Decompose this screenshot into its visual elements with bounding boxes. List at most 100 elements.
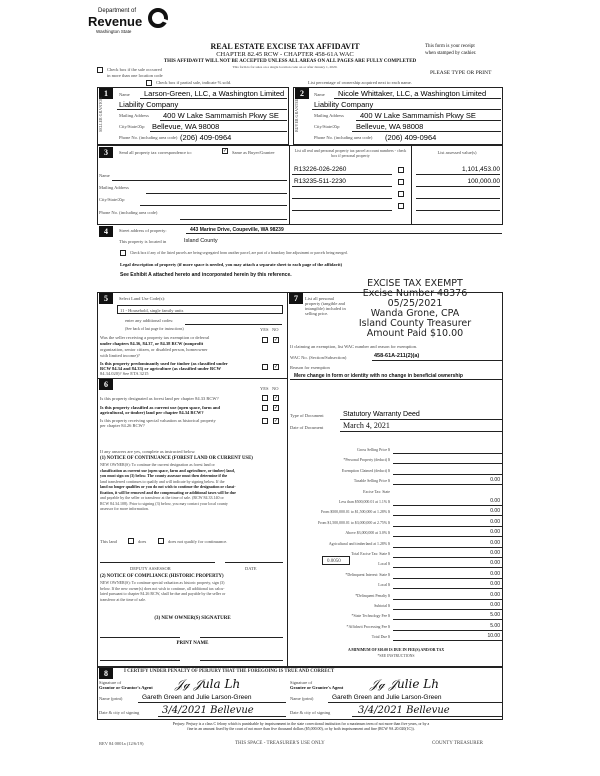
seller-name-label: Name — [119, 92, 130, 97]
receipt-note-2: when stamped by cashier. — [425, 51, 477, 56]
buyer-name-line2[interactable]: Liability Company — [314, 100, 374, 109]
personal-property-checkbox[interactable] — [398, 167, 404, 173]
calc-value[interactable]: 5.00 — [490, 612, 500, 619]
buyer-name-line1[interactable]: Nicole Whittaker, LLC, a Washington Limi… — [338, 89, 487, 98]
calc-value[interactable]: 0.00 — [490, 602, 500, 608]
calc-label: Exemption Claimed (deduct) $ — [341, 468, 390, 473]
grantor-signature[interactable]: 𝒥ℊ 𝒥ula Lh — [175, 677, 241, 691]
grantor-name[interactable]: Gareth Green and Julie Larson-Green — [142, 694, 252, 701]
s6-q2-no[interactable]: ✓ — [273, 405, 279, 411]
s6-q3-no[interactable]: ✓ — [273, 418, 279, 424]
s6-q2-yes[interactable] — [262, 405, 268, 411]
calc-value[interactable]: 0.00 — [490, 508, 500, 515]
print-name-label: PRINT NAME — [176, 641, 209, 646]
calc-value[interactable]: 0.00 — [490, 539, 500, 546]
calc-value[interactable]: 0.00 — [490, 477, 500, 484]
s5-q2-yes[interactable] — [262, 364, 268, 370]
stamp-line: Wanda Grone, CPA — [370, 308, 460, 319]
local-rate-box[interactable]: 0.0050 — [322, 556, 350, 565]
section-3 — [97, 145, 503, 225]
seller-name-line1[interactable]: Larson-Green, LLC, a Washington Limited — [144, 89, 285, 98]
calc-label: From $500,000.01 to $1,500,000 at 1.28% … — [320, 510, 390, 515]
grantee-date[interactable]: 3/4/2021 Bellevue — [358, 705, 450, 716]
grantee-name[interactable]: Gareth Green and Julie Larson-Green — [332, 694, 442, 701]
county-treasurer-label: COUNTY TREASURER — [432, 741, 483, 746]
exemption-reason[interactable]: Mere change in form or identity with no … — [294, 373, 463, 379]
dor-swirl-icon — [148, 8, 168, 28]
doc-type[interactable]: Statutory Warranty Deed — [343, 411, 420, 418]
seller-address[interactable]: 400 W Lake Sammamish Pkwy SE — [163, 111, 279, 120]
does-not-qualify-checkbox[interactable] — [158, 538, 164, 544]
street-address[interactable]: 443 Marine Drive, Coupeville, WA 98239 — [190, 227, 284, 233]
seller-name-line2[interactable]: Liability Company — [119, 100, 179, 109]
stamp-line: Island County Treasurer — [358, 318, 472, 329]
logo-main: Revenue — [88, 14, 143, 29]
s5-q1-yes[interactable] — [262, 337, 268, 343]
buyer-phone[interactable]: (206) 409-0964 — [385, 133, 437, 142]
seller-city[interactable]: Bellevue, WA 98008 — [152, 122, 220, 131]
buyer-city[interactable]: Bellevue, WA 98008 — [356, 122, 424, 131]
personal-property-checkbox[interactable] — [398, 203, 404, 209]
s7-label: List all personal property (tangible and… — [305, 296, 346, 316]
grantor-date[interactable]: 3/4/2021 Bellevue — [162, 705, 254, 716]
s6-q1-yes[interactable] — [262, 395, 268, 401]
doc-date[interactable]: March 4, 2021 — [343, 421, 390, 430]
segregated-label: Check box if any of the listed parcels a… — [130, 251, 348, 255]
partial-sale-checkbox[interactable] — [146, 80, 152, 86]
s5-q2: Is this property predominantly used for … — [100, 361, 228, 376]
calc-value[interactable]: 0.00 — [490, 591, 500, 598]
parcel-number[interactable]: R13235-511-2230 — [294, 178, 346, 185]
wac-label: WAC No. (Section/Subsection) — [290, 355, 347, 360]
s6-q3-yes[interactable] — [262, 418, 268, 424]
calc-value[interactable]: 10.00 — [487, 633, 500, 640]
grantee-signature[interactable]: 𝒥ℊ 𝒥ulie Lh — [370, 677, 439, 691]
assessed-value[interactable]: 1,101,453.00 — [462, 166, 500, 173]
calc-label: *Delinquent Penalty $ — [355, 593, 390, 598]
buyer-address[interactable]: 400 W Lake Sammamish Pkwy SE — [360, 111, 476, 120]
s5-q2-no[interactable]: ✓ — [273, 364, 279, 370]
s5-q1-no[interactable]: ✓ — [273, 337, 279, 343]
calc-label: From $1,500,000.01 to $3,000,000 at 2.75… — [318, 520, 390, 525]
assessed-value[interactable]: 100,000.00 — [467, 178, 500, 185]
doc-type-label: Type of Document — [290, 413, 324, 418]
does-label: does — [138, 539, 147, 544]
date-label: DATE — [245, 566, 257, 571]
calc-value[interactable]: 5.00 — [490, 622, 500, 629]
same-as-buyer-checkbox[interactable]: ✓ — [222, 148, 228, 154]
calc-value[interactable]: 0.00 — [490, 529, 500, 536]
s5-q1: Was the seller receiving a property tax … — [100, 335, 210, 358]
local-rate: 0.0050 — [327, 558, 341, 564]
seller-city-label: City/State/Zip — [119, 124, 145, 129]
does-not-label: does not qualify for continuance. — [168, 539, 228, 544]
seller-phone[interactable]: (206) 409-0964 — [180, 133, 232, 142]
calc-value[interactable]: 0.00 — [490, 550, 500, 556]
segregated-checkbox[interactable] — [120, 250, 126, 256]
parcel-number[interactable]: R13226-026-2260 — [294, 166, 347, 173]
multi-location-checkbox[interactable] — [97, 67, 103, 73]
buyer-phone-label: Phone No. (including area code) — [314, 135, 373, 140]
does-qualify-checkbox[interactable] — [128, 538, 134, 544]
calc-label: Local $ — [378, 562, 390, 567]
parcel-header: List all real and personal property tax … — [294, 148, 407, 158]
buyer-section — [293, 87, 503, 145]
calc-value[interactable]: 0.00 — [490, 581, 500, 588]
legal-description[interactable]: See Exhibit A attached hereto and incorp… — [120, 272, 292, 278]
this-land-label: This land — [100, 539, 117, 544]
land-use-select[interactable]: 11 - Household, single family units — [117, 305, 283, 314]
land-use-value: 11 - Household, single family units — [120, 307, 184, 313]
see-instructions: *SEE INSTRUCTIONS — [377, 654, 415, 658]
calc-value[interactable]: 0.00 — [490, 518, 500, 525]
print-note: PLEASE TYPE OR PRINT — [430, 70, 492, 76]
if-yes-note: If any answers are yes, complete as inst… — [100, 449, 196, 454]
wac-number[interactable]: 458-61A-211(2)(a) — [374, 353, 420, 359]
personal-property-checkbox[interactable] — [398, 191, 404, 197]
county[interactable]: Island County — [184, 238, 218, 244]
certify-statement: I CERTIFY UNDER PENALTY OF PERJURY THAT … — [124, 669, 335, 674]
calc-value[interactable]: 0.00 — [490, 560, 500, 567]
calc-value[interactable]: 0.00 — [490, 498, 500, 504]
personal-property-checkbox[interactable] — [398, 179, 404, 185]
s6-q1-no[interactable]: ✓ — [273, 395, 279, 401]
calc-label: Excise Tax: State — [363, 489, 390, 494]
calc-value[interactable]: 0.00 — [490, 570, 500, 577]
buyer-addr-label: Mailing Address — [314, 113, 344, 118]
